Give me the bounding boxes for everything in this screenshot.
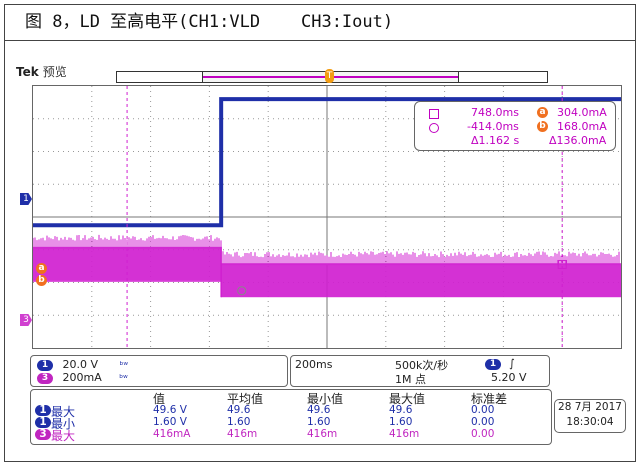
figure-caption: 图 8，LD 至高电平(CH1:VLD CH3:Iout) (5, 5, 635, 41)
meas-header-mean: 平均值 (227, 392, 264, 406)
acquisition-mode: 预览 (42, 65, 67, 79)
readout-row-b: -414.0ms b 168.0mA (415, 120, 615, 134)
trigger-position-marker[interactable]: T (325, 69, 334, 83)
record-length: 1M 点 (395, 373, 426, 386)
graticule (32, 85, 622, 349)
meas-row-ch-badge: 1 (35, 417, 51, 428)
meas-cell: 0.00 (471, 428, 495, 440)
trigger-slope-icon: ∫ (509, 357, 515, 370)
ch1-ground-marker[interactable]: 1 (20, 193, 32, 205)
ch3-noise-band-low (221, 263, 621, 298)
badge-b: b (537, 121, 548, 132)
meas-cell: 0.00 (471, 416, 495, 428)
readout-value-b: 168.0mA (557, 120, 607, 133)
ch1-scale: 20.0 V (62, 358, 99, 371)
meas-row-ch-badge: 1 (35, 405, 51, 416)
ch3-bandwidth-icon: ᵇʷ (119, 374, 128, 384)
meas-row-label: 最大 (51, 429, 76, 443)
meas-header-min: 最小值 (307, 392, 344, 406)
cursor-circle-icon (429, 123, 439, 133)
meas-cell: 49.6 V (153, 404, 187, 416)
cursor-b-point (237, 286, 247, 296)
ch3-scale-row[interactable]: 3 200mA ᵇʷ (37, 371, 128, 384)
meas-cell: 1.60 (389, 416, 413, 428)
ch1-scale-row[interactable]: 1 20.0 V ᵇʷ (37, 358, 128, 371)
trigger-level: 5.20 V (491, 371, 527, 384)
meas-cell: 1.60 V (153, 416, 187, 428)
meas-header-stddev: 标准差 (471, 392, 508, 406)
meas-cell: 416mA (153, 428, 191, 440)
meas-row-label: 最大 (51, 405, 76, 419)
meas-header-value: 值 (153, 392, 166, 406)
measurement-table: 值 平均值 最小值 最大值 标准差 1 最大 49.6 V 49.6 49.6 … (30, 389, 552, 445)
badge-a: a (537, 107, 548, 118)
brand-logo: Tek 预览 (16, 63, 67, 80)
meas-row-label: 最小 (51, 417, 76, 431)
meas-header-max: 最大值 (389, 392, 426, 406)
meas-cell: 0.00 (471, 404, 495, 416)
cursor-b-marker[interactable]: b (36, 275, 47, 286)
ch1-bandwidth-icon: ᵇʷ (119, 361, 129, 371)
cursor-readout: 748.0ms a 304.0mA -414.0ms b 168.0mA Δ1.… (414, 101, 616, 151)
ch3-noise-band-high (33, 246, 222, 281)
ch3-scale: 200mA (62, 371, 102, 384)
time-label: 18:30:04 (566, 416, 614, 428)
timebase-panel[interactable]: 200ms 500k次/秒 1M 点 1 ∫ 5.20 V (290, 355, 550, 387)
meas-cell: 49.6 (389, 404, 413, 416)
readout-delta-time: Δ1.162 s (471, 134, 520, 147)
meas-cell: 416m (227, 428, 258, 440)
sample-rate: 500k次/秒 (395, 359, 449, 372)
meas-cell: 1.60 (227, 416, 251, 428)
date-label: 28 7月 2017 (558, 401, 622, 413)
readout-row-delta: Δ1.162 s Δ136.0mA (415, 134, 615, 148)
readout-delta-value: Δ136.0mA (549, 134, 607, 147)
oscilloscope-screen: Tek 预览 T 1 3 a b 748.0ms a 304.0mA -414.0… (8, 63, 628, 455)
ch3-badge: 3 (37, 372, 53, 384)
ch1-badge: 1 (37, 359, 53, 371)
readout-time-a: 748.0ms (471, 106, 519, 119)
cursor-a-marker[interactable]: a (36, 263, 47, 274)
cursor-square-icon (429, 109, 439, 119)
meas-cell: 49.6 (307, 404, 331, 416)
channel-scale-panel[interactable]: 1 20.0 V ᵇʷ 3 200mA ᵇʷ (30, 355, 288, 387)
meas-cell: 1.60 (307, 416, 331, 428)
trigger-source-badge: 1 (485, 359, 501, 370)
readout-value-a: 304.0mA (557, 106, 607, 119)
date-time-display: 28 7月 2017 18:30:04 (554, 399, 626, 433)
readout-time-b: -414.0ms (467, 120, 519, 133)
cursor-a-point (557, 259, 567, 269)
ch3-ground-marker[interactable]: 3 (20, 314, 32, 326)
meas-cell: 416m (389, 428, 420, 440)
waveform-display (33, 86, 621, 348)
meas-cell: 416m (307, 428, 338, 440)
meas-row-ch-badge: 3 (35, 429, 51, 440)
brand-name: Tek (16, 65, 39, 79)
readout-row-a: 748.0ms a 304.0mA (415, 106, 615, 120)
meas-cell: 49.6 (227, 404, 251, 416)
timebase-scale: 200ms (295, 358, 333, 371)
